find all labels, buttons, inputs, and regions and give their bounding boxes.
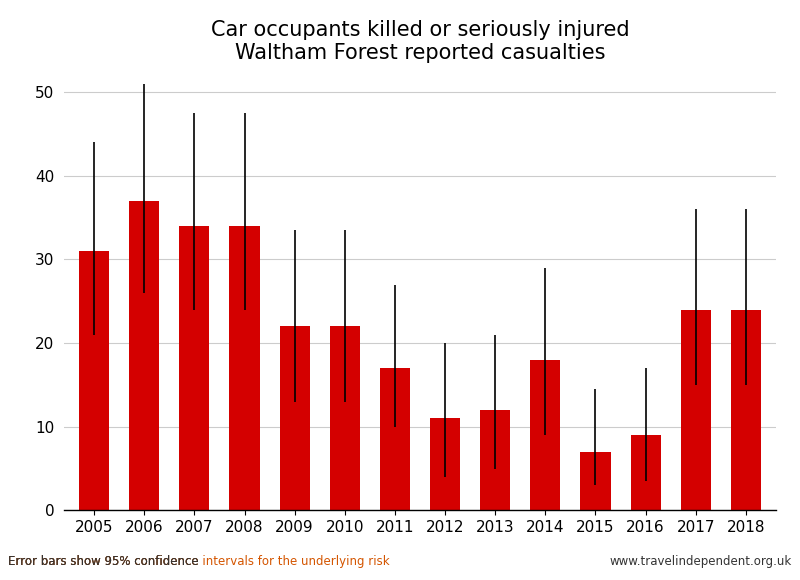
Text: Error bars show 95% confidence: Error bars show 95% confidence (8, 556, 202, 568)
Bar (129, 201, 159, 510)
Bar (731, 310, 761, 510)
Bar (179, 226, 210, 510)
Bar (630, 435, 661, 510)
Bar (681, 310, 711, 510)
Bar (280, 327, 310, 510)
Text: www.travelindependent.org.uk: www.travelindependent.org.uk (610, 556, 792, 568)
Bar (380, 368, 410, 510)
Bar (230, 226, 259, 510)
Bar (530, 360, 560, 510)
Bar (480, 410, 510, 510)
Bar (79, 251, 109, 510)
Bar (430, 418, 460, 510)
Bar (330, 327, 360, 510)
Text: Error bars show 95% confidence: Error bars show 95% confidence (8, 556, 202, 568)
Title: Car occupants killed or seriously injured
Waltham Forest reported casualties: Car occupants killed or seriously injure… (210, 20, 630, 63)
Bar (581, 452, 610, 510)
Text: Error bars show 95% confidence intervals for the underlying risk: Error bars show 95% confidence intervals… (8, 556, 390, 568)
